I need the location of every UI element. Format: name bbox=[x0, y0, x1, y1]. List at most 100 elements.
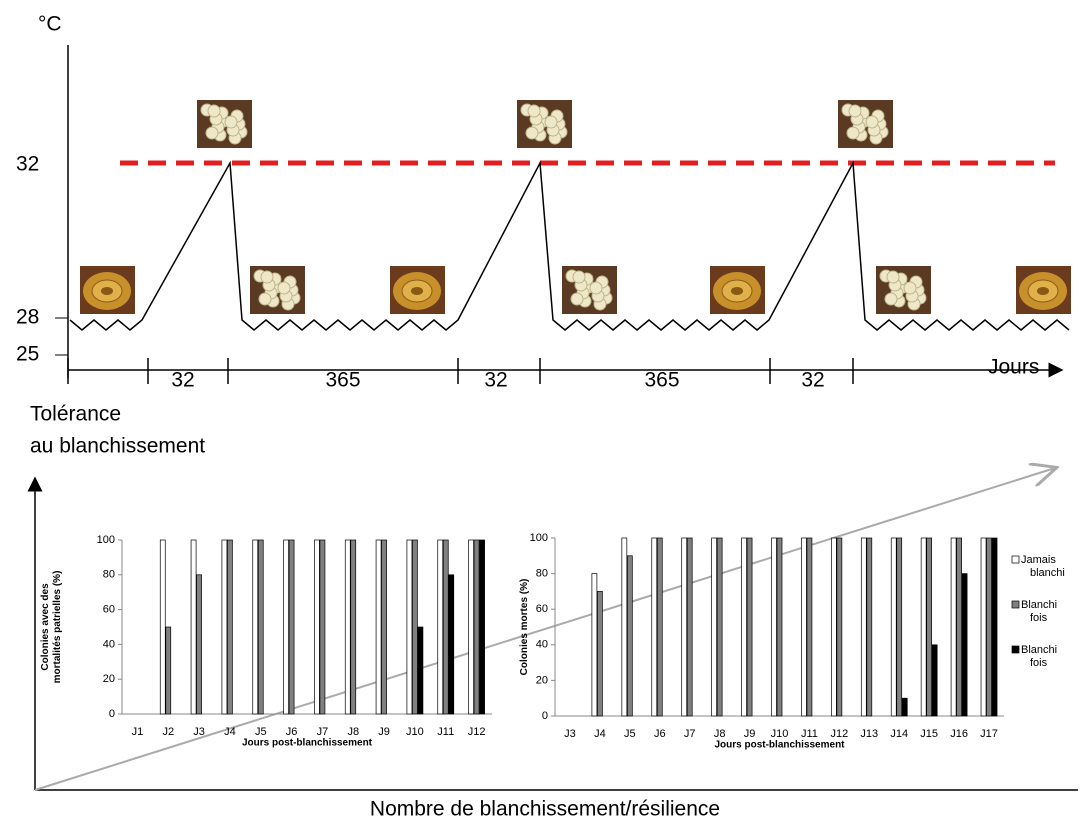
interval: 32 bbox=[484, 369, 507, 392]
bar bbox=[621, 537, 628, 717]
bar bbox=[319, 539, 326, 715]
y-tick-label: 60 bbox=[103, 604, 115, 616]
y-label: 28 bbox=[16, 306, 39, 329]
polyp bbox=[846, 126, 860, 140]
coral-photo bbox=[838, 100, 893, 148]
x-tick-label: J3 bbox=[564, 728, 576, 740]
bar bbox=[227, 539, 233, 715]
polyp bbox=[224, 115, 238, 129]
x-tick-label: J13 bbox=[860, 728, 878, 740]
polyp bbox=[570, 292, 584, 306]
interval: 32 bbox=[171, 369, 194, 392]
bar bbox=[314, 539, 320, 715]
coral-photo bbox=[562, 266, 617, 314]
bar bbox=[468, 539, 474, 715]
bar bbox=[860, 537, 867, 717]
bar bbox=[448, 574, 455, 715]
x-tick-label: J9 bbox=[744, 728, 756, 740]
x-tick-label: J7 bbox=[317, 726, 329, 738]
bar bbox=[741, 537, 747, 717]
trend-arrow bbox=[34, 468, 1055, 791]
bar bbox=[196, 574, 202, 715]
bar bbox=[190, 539, 197, 715]
y-label: 25 bbox=[16, 343, 39, 366]
polyp bbox=[258, 292, 272, 306]
coral bbox=[731, 287, 743, 295]
x-tick-label: J4 bbox=[224, 726, 236, 738]
x-label: Jours bbox=[988, 356, 1039, 379]
bar bbox=[437, 539, 444, 715]
axis-label: Nombre de blanchissement/résilience bbox=[370, 798, 720, 821]
x-tick-label: J1 bbox=[132, 726, 144, 738]
x-tick-label: J5 bbox=[624, 728, 636, 740]
coral-photo bbox=[80, 266, 135, 314]
bar bbox=[920, 537, 927, 717]
coral-photo bbox=[390, 266, 445, 314]
polyp bbox=[865, 115, 879, 129]
axis-label: au blanchissement bbox=[30, 435, 205, 458]
polyp bbox=[886, 270, 900, 284]
bar bbox=[283, 539, 289, 715]
x-tick-label: J6 bbox=[286, 726, 298, 738]
bar bbox=[986, 537, 992, 717]
bar bbox=[771, 537, 777, 717]
coral-photo bbox=[710, 266, 765, 314]
interval: 365 bbox=[325, 369, 360, 392]
bar bbox=[656, 537, 663, 717]
bar bbox=[901, 697, 908, 717]
bar bbox=[890, 537, 897, 717]
bar bbox=[931, 644, 938, 717]
bar bbox=[221, 539, 228, 715]
y-tick-label: 40 bbox=[103, 638, 115, 650]
legend-label: Jamais blanchi bbox=[1021, 554, 1065, 579]
interval: 32 bbox=[801, 369, 824, 392]
x-tick-label: J4 bbox=[594, 728, 606, 740]
bar bbox=[866, 537, 873, 717]
polyp bbox=[544, 115, 558, 129]
bar bbox=[252, 539, 259, 715]
bar bbox=[257, 539, 264, 715]
bar bbox=[980, 537, 987, 717]
bar bbox=[961, 573, 968, 717]
legend-label: Blanchi fois bbox=[1021, 599, 1057, 624]
bar bbox=[956, 537, 962, 717]
y-tick-label: 80 bbox=[536, 568, 548, 580]
polyp bbox=[527, 104, 541, 118]
y-tick-label: 20 bbox=[536, 674, 548, 686]
coral-photo bbox=[1016, 266, 1071, 314]
x-tick-label: J3 bbox=[193, 726, 205, 738]
coral bbox=[1037, 287, 1049, 295]
x-tick-label: J2 bbox=[162, 726, 174, 738]
y-tick-label: 100 bbox=[530, 532, 548, 544]
y-tick-label: 60 bbox=[536, 603, 548, 615]
bar bbox=[381, 539, 387, 715]
x-tick-label: J17 bbox=[980, 728, 998, 740]
x-tick-label: J11 bbox=[437, 726, 454, 738]
coral bbox=[411, 287, 423, 295]
bar bbox=[651, 537, 658, 717]
x-tick-label: J8 bbox=[714, 728, 726, 740]
x-tick-label: J9 bbox=[378, 726, 390, 738]
legend-swatch bbox=[1011, 645, 1020, 654]
bar bbox=[776, 537, 783, 717]
legend-swatch bbox=[1011, 600, 1020, 609]
bar bbox=[831, 537, 837, 717]
interval: 365 bbox=[644, 369, 679, 392]
x-tick-label: J16 bbox=[950, 728, 968, 740]
y-axis-title: Colonies avec desmortalités patrielles (… bbox=[40, 571, 63, 684]
axis-label: Tolérance bbox=[30, 403, 121, 426]
x-tick-label: J12 bbox=[468, 726, 486, 738]
bar bbox=[442, 539, 449, 715]
x-tick-label: J15 bbox=[920, 728, 938, 740]
polyp bbox=[260, 270, 274, 284]
x-tick-label: J6 bbox=[654, 728, 666, 740]
bar bbox=[801, 537, 807, 717]
polyp bbox=[277, 281, 291, 295]
coral-photo bbox=[876, 266, 931, 314]
legend-label: Blanchi fois bbox=[1021, 644, 1057, 669]
bar bbox=[950, 537, 957, 717]
x-tick-label: J7 bbox=[684, 728, 696, 740]
y-label: 32 bbox=[16, 153, 39, 176]
bar bbox=[288, 539, 295, 715]
